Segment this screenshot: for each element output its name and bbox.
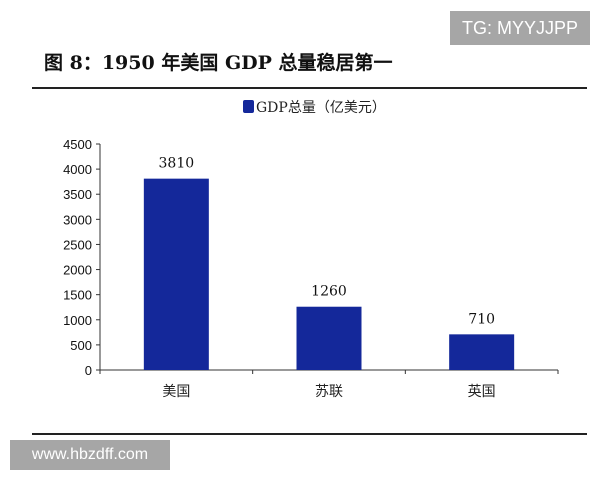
y-tick-label: 3000 [63,212,92,227]
y-tick-label: 500 [70,338,92,353]
x-tick-label: 美国 [162,384,190,400]
data-label: 710 [468,311,495,327]
legend-swatch [243,100,254,113]
y-tick-label: 2500 [63,237,92,252]
y-tick-label: 3500 [63,187,92,202]
watermark-bottom: www.hbzdff.com [10,440,170,470]
legend-label: GDP总量（亿美元） [256,100,386,116]
data-label: 1260 [311,284,347,300]
x-tick-label: 英国 [468,383,496,400]
bar-2 [449,334,515,370]
y-tick-label: 2000 [63,263,92,278]
watermark-top: TG: MYYJJPP [450,11,590,45]
chart-title: 图 8：1950 年美国 GDP 总量稳居第一 [44,52,393,74]
y-tick-label: 1500 [63,288,92,303]
bar-1 [296,306,362,370]
y-tick-label: 4000 [63,162,92,177]
y-tick-label: 4500 [63,137,92,152]
data-label: 3810 [159,156,195,172]
bottom-divider [32,433,587,435]
y-tick-label: 1000 [63,313,92,328]
y-tick-label: 0 [85,363,92,378]
x-tick-label: 苏联 [315,384,343,400]
bar-0 [143,178,209,370]
top-divider [32,87,587,89]
